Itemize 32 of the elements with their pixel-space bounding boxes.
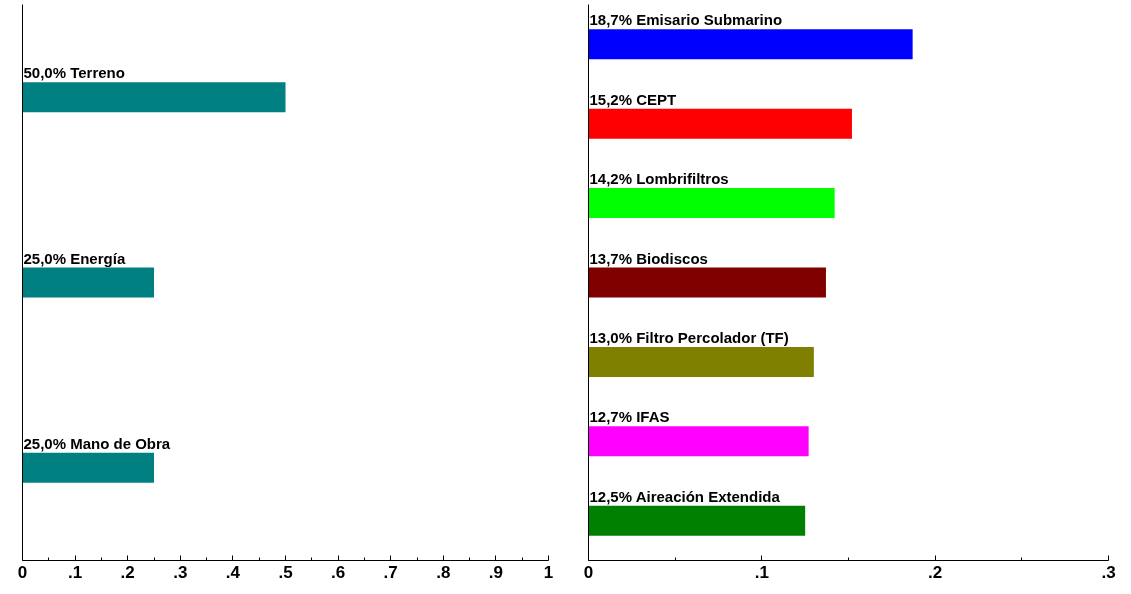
x-tick-label: .5	[278, 562, 293, 582]
bar	[588, 267, 826, 298]
text: 15,2% CEPT	[589, 90, 677, 108]
x-tick-label: .3	[1101, 562, 1116, 582]
bar	[588, 346, 814, 377]
text: 25,0% Energía	[23, 249, 126, 267]
text: 18,7% Emisario Submarino	[589, 11, 783, 29]
x-tick-label: 1	[543, 562, 554, 582]
x-tick-label: .3	[173, 562, 188, 582]
bar	[588, 29, 913, 60]
x-tick-label: 0	[583, 562, 594, 582]
x-tick-label: 0	[17, 562, 28, 582]
text: 12,7% IFAS	[589, 408, 670, 426]
bar	[588, 188, 835, 219]
text: 25,0% Mano de Obra	[23, 434, 171, 452]
x-tick-label: .8	[436, 562, 451, 582]
x-tick-label: .1	[68, 562, 83, 582]
x-tick-label: .1	[754, 562, 769, 582]
text: 50,0% Terreno	[23, 64, 125, 82]
x-tick-label: .6	[331, 562, 346, 582]
text: 14,2% Lombrifiltros	[589, 170, 729, 188]
text: 13,0% Filtro Percolador (TF)	[589, 328, 789, 346]
x-tick-label: .2	[928, 562, 943, 582]
x-tick-label: .7	[383, 562, 398, 582]
bar	[588, 426, 809, 457]
x-tick-label: .4	[225, 562, 241, 582]
x-tick-label: .9	[488, 562, 503, 582]
bar	[588, 505, 806, 536]
bar	[588, 108, 852, 139]
text: 12,5% Aireación Extendida	[589, 487, 780, 505]
x-tick-label: .2	[120, 562, 135, 582]
text: 13,7% Biodiscos	[589, 249, 708, 267]
